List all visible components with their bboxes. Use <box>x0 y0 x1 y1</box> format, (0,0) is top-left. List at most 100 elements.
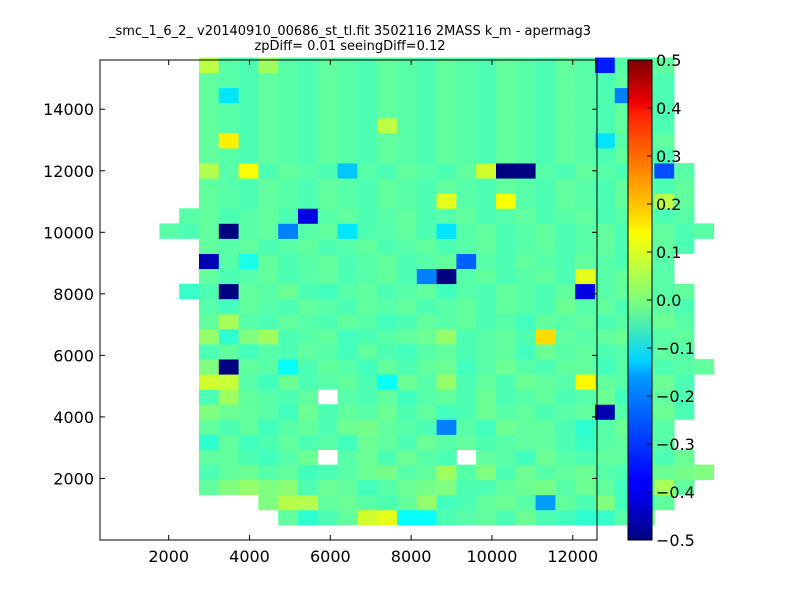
heatmap-cell <box>495 449 517 466</box>
heatmap-cell <box>238 404 259 420</box>
heatmap-cell <box>436 389 457 405</box>
heatmap-cell <box>416 389 437 405</box>
heatmap-cell <box>377 72 398 89</box>
heatmap-cell <box>416 87 437 104</box>
heatmap-cell <box>436 117 457 134</box>
heatmap-cell <box>337 464 358 481</box>
heatmap-cell <box>337 389 358 405</box>
heatmap-cell <box>594 57 616 74</box>
heatmap-cell <box>317 87 338 104</box>
x-tick-label: 6000 <box>310 547 351 566</box>
heatmap-cell <box>317 208 338 224</box>
heatmap-cell <box>674 223 695 239</box>
heatmap-cell <box>654 344 675 360</box>
heatmap-cell <box>515 268 536 285</box>
heatmap-cell <box>218 419 239 435</box>
heatmap-cell <box>317 57 338 74</box>
heatmap-cell <box>495 253 517 270</box>
heatmap-cell <box>476 223 497 239</box>
heatmap-cell <box>297 419 319 435</box>
heatmap-cell <box>317 193 338 209</box>
heatmap-cell <box>416 313 437 330</box>
heatmap-cell <box>159 223 180 239</box>
heatmap-cell <box>436 298 457 315</box>
heatmap-cell <box>317 117 338 134</box>
heatmap-cell <box>258 298 279 315</box>
heatmap-cell <box>674 449 695 466</box>
heatmap-cell <box>297 389 319 405</box>
heatmap-cell <box>297 434 319 450</box>
heatmap-cell <box>436 57 457 74</box>
heatmap-cell <box>476 238 497 254</box>
heatmap-cell <box>416 359 437 375</box>
heatmap-cell <box>317 72 338 89</box>
heatmap-cell <box>337 238 358 254</box>
heatmap-cell <box>337 208 358 224</box>
heatmap-cell <box>377 193 398 209</box>
heatmap-cell <box>495 238 517 254</box>
heatmap-cell <box>258 117 279 134</box>
heatmap-cell <box>297 479 319 496</box>
heatmap-cell <box>278 223 299 239</box>
colorbar-tick-label: −0.2 <box>656 387 695 406</box>
heatmap-cell <box>377 479 398 496</box>
heatmap-cell <box>476 389 497 405</box>
heatmap-cell <box>594 344 616 360</box>
heatmap-cell <box>337 283 358 300</box>
heatmap-cell <box>416 404 437 420</box>
heatmap-cell <box>337 102 358 119</box>
heatmap-cell <box>436 132 457 149</box>
heatmap-cell <box>337 223 358 239</box>
heatmap-cell <box>337 117 358 134</box>
heatmap-cell <box>575 72 596 89</box>
heatmap-cell <box>337 494 358 511</box>
heatmap-cell <box>218 449 239 466</box>
heatmap-cell <box>297 298 319 315</box>
heatmap-cell <box>218 238 239 254</box>
heatmap-cell <box>377 509 398 526</box>
heatmap-cell <box>218 223 239 239</box>
heatmap-cell <box>476 449 497 466</box>
heatmap-cell <box>199 283 220 300</box>
heatmap-cell <box>456 404 477 420</box>
heatmap-cell <box>199 464 220 481</box>
heatmap-cell <box>297 132 319 149</box>
heatmap-cell <box>555 193 576 209</box>
heatmap-cell <box>456 102 477 119</box>
heatmap-cell <box>278 178 299 194</box>
heatmap-cell <box>218 208 239 224</box>
heatmap-cell <box>654 298 675 315</box>
heatmap-cell <box>258 163 279 179</box>
heatmap-cell <box>337 253 358 270</box>
heatmap-cell <box>238 193 259 209</box>
heatmap-cell <box>218 359 239 375</box>
heatmap-cell <box>594 509 616 526</box>
heatmap-cell <box>297 57 319 74</box>
heatmap-cell <box>575 132 596 149</box>
heatmap-cell <box>594 374 616 390</box>
heatmap-cell <box>515 359 536 375</box>
heatmap-cell <box>317 163 338 179</box>
heatmap-cell <box>515 419 536 435</box>
heatmap-cell <box>357 449 378 466</box>
heatmap-cell <box>495 464 517 481</box>
heatmap-cell <box>575 268 596 285</box>
heatmap-cell <box>456 117 477 134</box>
heatmap-cell <box>515 87 536 104</box>
chart-title-line-1: _smc_1_6_2_ v20140910_00686_st_tl.fit 35… <box>108 24 592 39</box>
heatmap-cell <box>654 163 675 179</box>
heatmap-cell <box>258 178 279 194</box>
heatmap-cell <box>495 72 517 89</box>
heatmap-cell <box>456 57 477 74</box>
heatmap-cell <box>436 102 457 119</box>
heatmap-cell <box>357 298 378 315</box>
heatmap-cell <box>258 449 279 466</box>
heatmap-cell <box>515 117 536 134</box>
heatmap-cell <box>515 283 536 300</box>
heatmap-cell <box>416 344 437 360</box>
x-tick-label: 2000 <box>148 547 189 566</box>
heatmap-cell <box>396 449 418 466</box>
heatmap-cell <box>654 208 675 224</box>
heatmap-cell <box>337 87 358 104</box>
